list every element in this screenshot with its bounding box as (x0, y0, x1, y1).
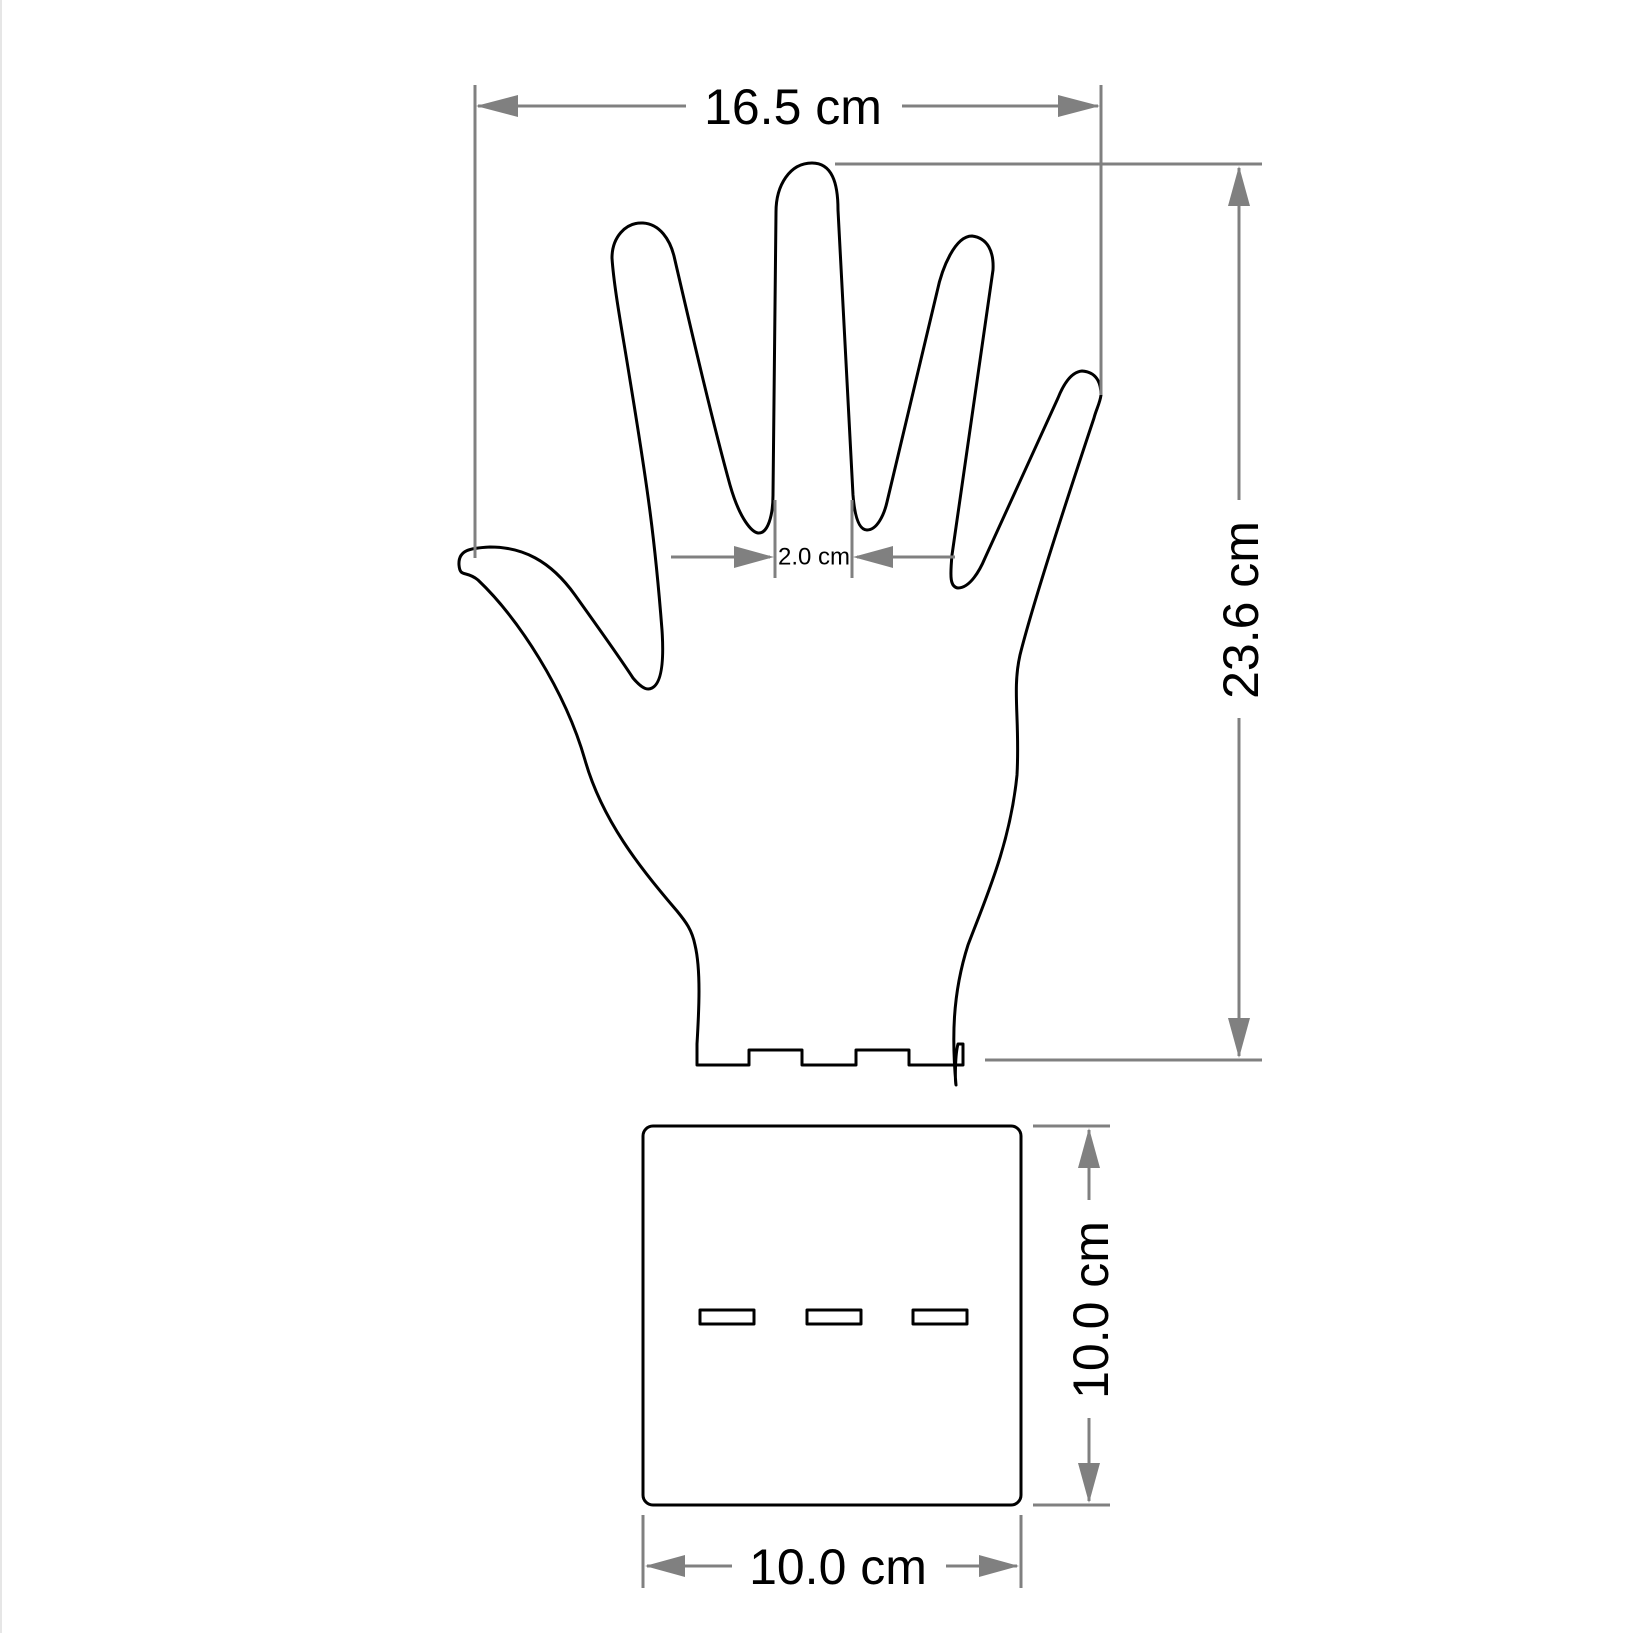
arrow-up-icon (1078, 1128, 1100, 1168)
base-slot (698, 1308, 756, 1326)
base-height-label: 10.0 cm (1063, 1221, 1119, 1399)
base-height-dimension: 10.0 cm (1033, 1124, 1119, 1507)
base-slot (805, 1308, 863, 1326)
hand-width-label: 16.5 cm (704, 79, 882, 135)
arrow-right-icon (1058, 95, 1100, 117)
arrow-left-icon (476, 95, 518, 117)
arrow-left-icon (853, 546, 893, 568)
finger-gap-dimension: 2.0 cm (671, 500, 955, 578)
finger-gap-label: 2.0 cm (778, 544, 850, 571)
arrow-right-icon (734, 546, 774, 568)
arrow-down-icon (1228, 1018, 1250, 1058)
base-width-dimension: 10.0 cm (641, 1515, 1023, 1595)
hand-outline (457, 161, 1103, 1087)
arrow-left-icon (645, 1555, 685, 1577)
arrow-right-icon (979, 1555, 1019, 1577)
hand-height-label: 23.6 cm (1213, 521, 1269, 699)
arrow-down-icon (1078, 1463, 1100, 1503)
hand-width-dimension: 16.5 cm (473, 79, 1103, 558)
base-width-label: 10.0 cm (749, 1539, 927, 1595)
hand-height-dimension: 23.6 cm (835, 162, 1269, 1062)
base-plate-outline (641, 1124, 1023, 1507)
base-slot (911, 1308, 969, 1326)
arrow-up-icon (1228, 166, 1250, 206)
